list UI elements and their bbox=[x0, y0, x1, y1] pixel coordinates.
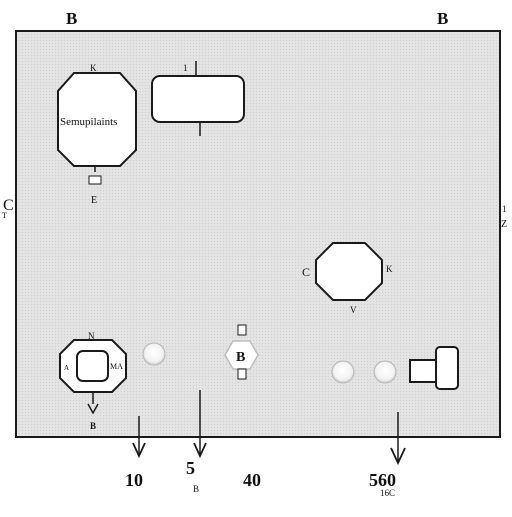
top-left-connector bbox=[88, 175, 102, 185]
bottom-pointers bbox=[132, 390, 406, 466]
right-edge-sublabel: Z bbox=[501, 219, 507, 230]
right-component-tag-bottom: V bbox=[350, 305, 357, 315]
top-right-label: B bbox=[437, 9, 448, 28]
top-center-component-tag-top: 1 bbox=[183, 63, 188, 73]
bottom-left-component-tag-bottom: B bbox=[90, 421, 96, 431]
right-component: C K V bbox=[302, 242, 393, 315]
bottom-center-hexagon bbox=[224, 340, 259, 370]
label-5-sub: B bbox=[193, 484, 199, 494]
connector-cap bbox=[435, 346, 459, 390]
label-10: 10 bbox=[125, 470, 143, 490]
pointer-arrow-2 bbox=[193, 442, 207, 459]
label-560-sub: 16C bbox=[380, 488, 395, 498]
label-560: 560 bbox=[369, 470, 396, 490]
bottom-left-component-tag-left: A bbox=[64, 364, 69, 372]
bottom-right-connector bbox=[409, 346, 459, 390]
right-component-tag-right: K bbox=[386, 264, 393, 274]
top-left-component-label: Semupilaints bbox=[60, 116, 117, 128]
right-edge-label: 1 bbox=[502, 204, 507, 214]
top-center-component: 1 bbox=[151, 61, 245, 136]
bottom-left-component: N A MA B bbox=[59, 331, 127, 431]
left-edge-sublabel: T bbox=[2, 211, 7, 220]
right-octagon bbox=[315, 242, 383, 301]
bottom-center-component-label: B bbox=[236, 350, 245, 365]
top-left-component: Semupilaints K E bbox=[57, 63, 137, 206]
left-edge-label: C bbox=[3, 197, 14, 214]
bottom-left-chevron bbox=[87, 403, 99, 415]
knob-2 bbox=[331, 360, 355, 384]
connector-body bbox=[409, 359, 437, 383]
bottom-left-component-tag-top: N bbox=[88, 331, 95, 341]
top-left-octagon bbox=[57, 72, 137, 167]
top-center-rect bbox=[151, 75, 245, 123]
top-left-component-tag-top: K bbox=[90, 63, 97, 73]
bottom-center-component: B bbox=[224, 324, 259, 380]
knob-1 bbox=[142, 342, 166, 366]
pointer-arrow-3 bbox=[390, 447, 406, 466]
knob-3 bbox=[373, 360, 397, 384]
bottom-left-inner-square bbox=[76, 350, 109, 382]
label-5: 5 bbox=[186, 458, 195, 478]
top-left-component-tag-bottom: E bbox=[91, 195, 97, 206]
top-left-label: B bbox=[66, 9, 77, 28]
right-component-tag-left: C bbox=[302, 265, 310, 279]
bottom-left-component-tag-right: MA bbox=[110, 362, 123, 371]
label-40: 40 bbox=[243, 470, 261, 490]
pointer-arrow-1 bbox=[132, 442, 146, 459]
